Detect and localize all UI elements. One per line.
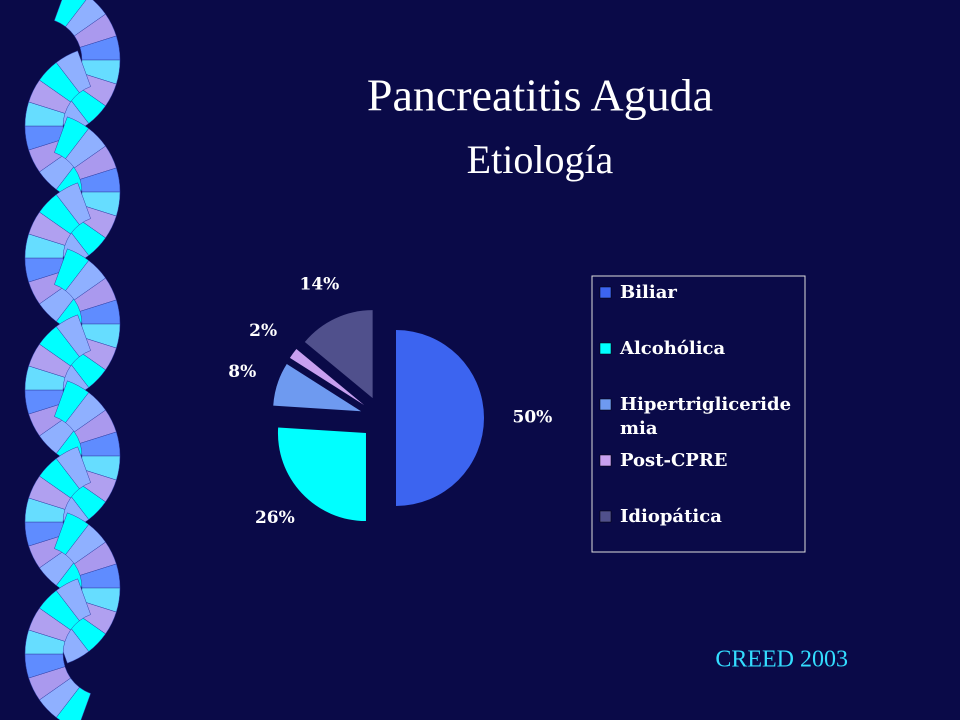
data-label: 50% xyxy=(512,408,552,428)
pie-slice xyxy=(396,330,484,506)
legend-swatch xyxy=(599,286,612,299)
title: Pancreatitis Aguda xyxy=(367,70,713,121)
decoration xyxy=(24,0,121,720)
legend-swatch xyxy=(599,510,612,523)
fan-segment xyxy=(55,314,91,358)
legend-label: Hipertrigliceride mia xyxy=(620,394,791,439)
legend-swatch xyxy=(599,398,612,411)
legend-box xyxy=(591,275,806,553)
pie-slice xyxy=(277,427,366,522)
fan-segment xyxy=(55,50,91,94)
data-label: 14% xyxy=(300,275,340,295)
subtitle: Etiología xyxy=(467,137,614,182)
fan-segment xyxy=(55,182,91,226)
footer: CREED 2003 xyxy=(715,647,848,673)
pie-slice xyxy=(289,348,365,406)
legend-label: Biliar xyxy=(620,282,677,303)
data-label: 8% xyxy=(228,362,256,382)
legend-swatch xyxy=(599,342,612,355)
fan-segment xyxy=(55,578,91,622)
data-label: 26% xyxy=(255,508,295,528)
data-label: 2% xyxy=(249,321,277,341)
pie-slice xyxy=(304,310,373,399)
legend-label: Alcohólica xyxy=(619,338,725,359)
fan-segment xyxy=(54,0,87,28)
pie-slice xyxy=(273,364,362,412)
legend-label: Idiopática xyxy=(620,506,722,527)
fan-segment xyxy=(55,446,91,490)
legend-swatch xyxy=(599,454,612,467)
legend-label: Post-CPRE xyxy=(620,450,728,471)
